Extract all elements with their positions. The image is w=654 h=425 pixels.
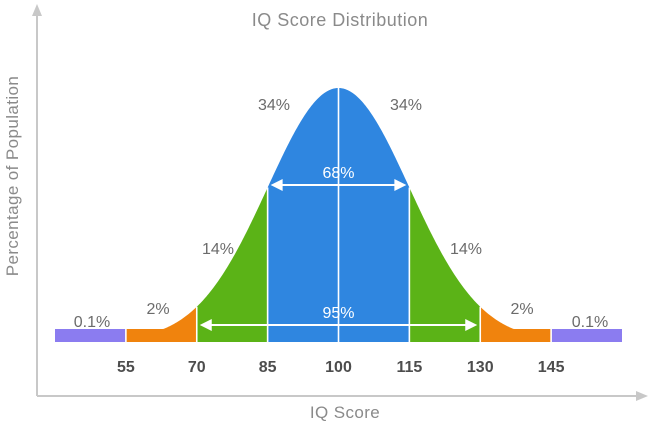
region-area-5: [409, 187, 481, 342]
region-area-6: [480, 306, 552, 342]
region-area-3: [267, 88, 339, 342]
region-label-0: 0.1%: [74, 314, 110, 331]
annotation-arrow-0: [270, 179, 407, 191]
annotation-arrow-1: [199, 319, 478, 331]
region-label-2: 14%: [202, 241, 234, 258]
x-axis-title: IQ Score: [310, 403, 380, 422]
region-area-2: [196, 187, 268, 342]
region-area-0: [55, 329, 126, 342]
region-label-4: 34%: [390, 97, 422, 114]
x-tick-label: 70: [188, 359, 206, 376]
chart-title: IQ Score Distribution: [252, 10, 429, 30]
region-label-3: 34%: [258, 97, 290, 114]
annotation-label-0: 68%: [322, 165, 354, 182]
region-label-6: 2%: [510, 301, 533, 318]
region-label-7: 0.1%: [572, 314, 608, 331]
y-axis-title: Percentage of Population: [3, 76, 22, 277]
annotation-label-1: 95%: [322, 305, 354, 322]
x-tick-label: 85: [259, 359, 277, 376]
x-tick-label: 55: [117, 359, 135, 376]
region-label-1: 2%: [146, 301, 169, 318]
x-tick-label: 145: [538, 359, 565, 376]
region-area-7: [551, 329, 622, 342]
region-label-5: 14%: [450, 241, 482, 258]
y-axis-arrow: [32, 4, 42, 16]
region-area-1: [125, 306, 197, 342]
x-tick-label: 100: [325, 359, 352, 376]
x-tick-label: 130: [467, 359, 494, 376]
x-axis-arrow: [636, 391, 648, 401]
x-tick-label: 115: [396, 359, 422, 376]
region-area-4: [338, 88, 410, 342]
